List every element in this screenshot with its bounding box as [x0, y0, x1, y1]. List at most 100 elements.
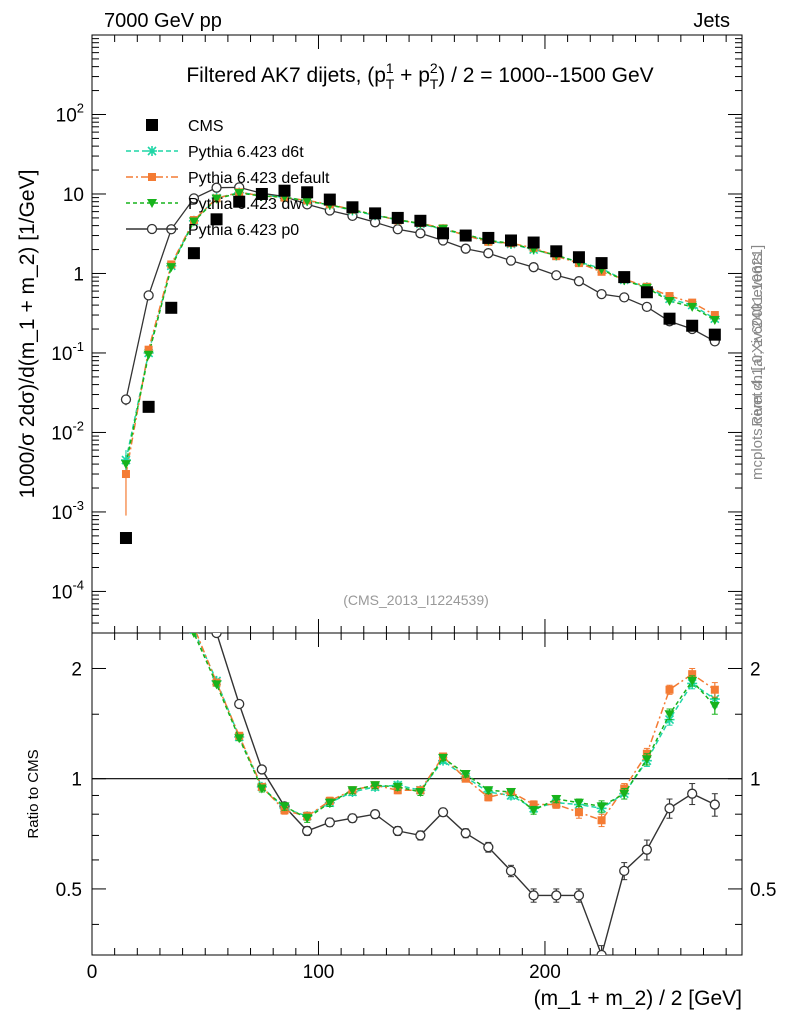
main-point-cms — [550, 245, 563, 258]
ratio-point-p0-shape — [415, 830, 426, 841]
tick-base: 10 — [51, 503, 72, 524]
ratio-point-p0 — [369, 809, 381, 820]
ratio-point-p0-shape — [483, 842, 494, 853]
ratio-point-default — [688, 670, 697, 679]
main-point-cms — [119, 532, 132, 545]
ratio-point-default — [190, 623, 198, 631]
tick-exp: -2 — [72, 418, 84, 433]
main-point-dw — [120, 460, 131, 470]
main-point-cms — [686, 319, 699, 332]
ratio-point-p0 — [121, 137, 130, 146]
main-point-cms-shape — [278, 184, 291, 197]
legend-marker-dw — [147, 199, 157, 208]
ratio-point-p0-shape — [189, 521, 198, 530]
ratio-point-p0 — [641, 844, 653, 855]
main-point-p0 — [573, 276, 585, 287]
main-point-p0-shape — [641, 301, 653, 313]
ratio-point-dw-shape — [573, 798, 584, 808]
ratio-point-dw-shape — [664, 710, 675, 720]
ratio-point-p0 — [189, 521, 198, 530]
main-point-cms-shape — [663, 312, 676, 325]
main-point-cms-shape — [165, 301, 178, 314]
ratio-point-p0-shape — [551, 890, 562, 901]
main-point-p0-shape — [392, 224, 403, 235]
main-point-cms — [391, 211, 404, 224]
ratio-point-p0-shape — [528, 890, 539, 901]
ratio-point-p0 — [664, 803, 675, 814]
main-point-p0-shape — [483, 248, 494, 259]
ratio-point-p0-shape — [167, 413, 176, 422]
main-point-p0-shape — [415, 228, 426, 239]
ratio-point-dw-shape — [483, 786, 494, 796]
ratio-point-p0 — [347, 813, 358, 824]
ratio-point-p0-shape — [460, 828, 471, 839]
tick-base: 10 — [51, 582, 72, 603]
main-series-layer — [119, 182, 721, 545]
ratio-point-p0-shape — [302, 825, 313, 837]
main-point-dw — [302, 197, 313, 207]
y-label-part-b: 2dσ)/d(m_1 + m_2) [1/GeV] — [16, 170, 39, 428]
legend-marker-cms-shape — [146, 119, 158, 131]
ratio-point-dw-shape — [438, 753, 449, 763]
main-point-p0-shape — [211, 182, 222, 193]
ratio-ytick-label: 1 — [71, 770, 82, 791]
main-point-cms — [255, 187, 268, 200]
ratio-point-p0 — [551, 890, 562, 901]
main-point-default-shape — [665, 292, 674, 301]
ratio-point-dw — [641, 755, 652, 765]
ratio-point-default-shape — [597, 816, 606, 825]
ratio-point-dw-shape — [370, 781, 381, 791]
main-point-cms-shape — [119, 532, 132, 545]
main-point-dw — [664, 297, 675, 307]
ratio-point-p0 — [709, 799, 720, 810]
main-point-default — [710, 311, 719, 320]
main-point-cms-shape — [618, 271, 631, 284]
main-point-default — [121, 470, 130, 479]
header-left: 7000 GeV pp — [104, 10, 222, 32]
ratio-point-dw — [438, 753, 449, 763]
main-point-dw-shape — [166, 263, 177, 273]
main-point-cms-shape — [459, 229, 472, 242]
ratio-point-dw — [687, 676, 698, 686]
ratio-point-dw — [664, 710, 675, 720]
legend-marker-d6t-shape — [147, 146, 157, 156]
ratio-point-dw-shape — [641, 755, 652, 765]
main-point-cms-shape — [142, 400, 155, 413]
main-point-dw-shape — [302, 197, 313, 207]
main-point-p0 — [211, 182, 222, 193]
main-point-cms-shape — [391, 211, 404, 224]
ratio-point-dw-shape — [551, 795, 562, 805]
main-ytick-label: 10-1 — [51, 339, 84, 365]
ratio-point-p0-shape — [144, 262, 153, 271]
ratio-point-dw-shape — [234, 734, 245, 744]
main-point-cms — [210, 213, 223, 226]
ratio-point-default — [665, 685, 674, 694]
main-point-cms — [165, 301, 178, 314]
ratio-ytick-label: 2 — [71, 659, 82, 680]
ratio-point-dw — [392, 782, 403, 792]
main-point-dw-shape — [188, 217, 199, 227]
ratio-point-default-shape — [688, 670, 697, 679]
ratio-point-dw — [573, 798, 584, 808]
ratio-point-default-shape — [190, 623, 198, 631]
main-point-cms — [278, 184, 291, 197]
main-point-cms-shape — [595, 257, 608, 270]
main-point-cms-shape — [187, 247, 200, 260]
ratio-point-p0 — [460, 828, 471, 839]
ratio-point-dw — [370, 781, 381, 791]
ratio-point-dw-shape — [460, 770, 471, 780]
ratio-point-default-shape — [574, 808, 583, 817]
main-point-cms — [233, 195, 246, 208]
ratio-point-dw — [234, 734, 245, 744]
ratio-point-dw-shape — [619, 789, 630, 799]
ratio-ytick-label-right: 2 — [750, 659, 761, 680]
main-point-cms-shape — [437, 227, 450, 240]
ratio-point-p0 — [211, 633, 222, 639]
tick-exp: 2 — [77, 100, 84, 115]
ratio-point-default-shape — [710, 685, 719, 694]
main-point-default — [665, 292, 674, 301]
y-label-part-a: 1000/σ — [16, 427, 39, 498]
ratio-series-layer — [121, 137, 720, 955]
ratio-point-p0-shape — [121, 137, 130, 146]
main-point-cms — [437, 227, 450, 240]
